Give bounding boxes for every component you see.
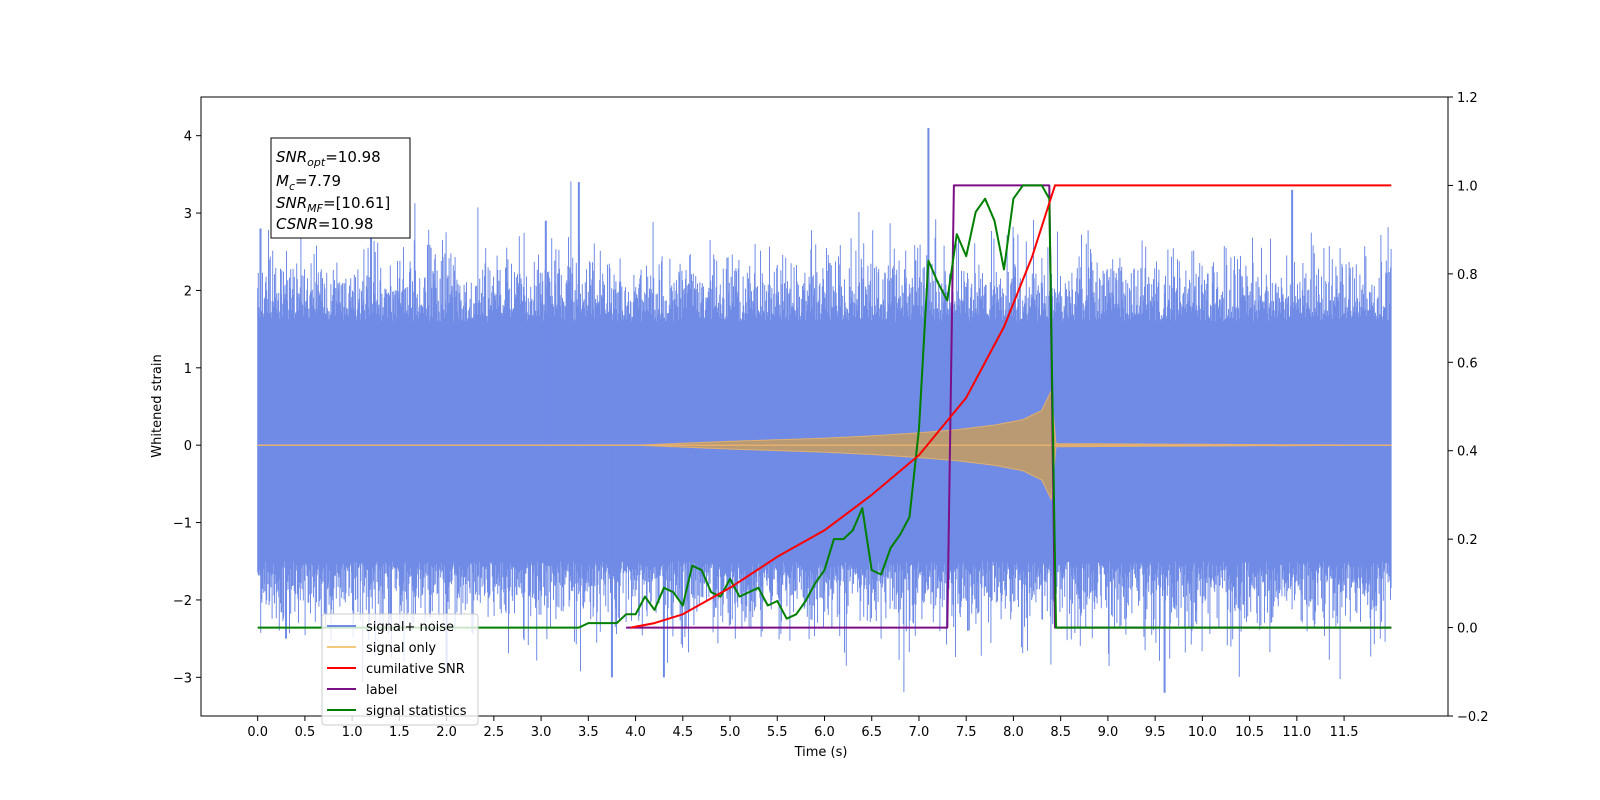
legend-label-cumulative-snr: cumilative SNR xyxy=(366,662,465,677)
x-tick-label: 7.0 xyxy=(909,725,930,740)
x-tick-label: 0.0 xyxy=(247,725,268,740)
x-tick-label: 2.5 xyxy=(484,725,505,740)
y2-tick-label: 0.6 xyxy=(1457,356,1478,371)
y2-tick-label: 1.0 xyxy=(1457,179,1478,194)
x-tick-label: 10.5 xyxy=(1235,725,1264,740)
x-tick-label: 7.5 xyxy=(956,725,977,740)
x-tick-label: 1.0 xyxy=(342,725,363,740)
x-tick-label: 6.5 xyxy=(861,725,882,740)
y-tick-label: −2 xyxy=(173,594,192,609)
y-tick-label: 4 xyxy=(184,130,192,145)
y-tick-label: 2 xyxy=(184,284,192,299)
legend-label-signal-statistics: signal statistics xyxy=(366,704,467,719)
csnr-annotation: CSNR=10.98 xyxy=(276,215,373,233)
x-tick-label: 1.5 xyxy=(389,725,410,740)
x-tick-label: 9.0 xyxy=(1098,725,1119,740)
x-tick-label: 11.5 xyxy=(1330,725,1359,740)
y2-axis-ticks: 1.2 1.0 0.8 0.6 0.4 0.2 0.0 −0.2 xyxy=(1448,91,1489,725)
x-tick-label: 5.0 xyxy=(720,725,741,740)
x-tick-label: 10.0 xyxy=(1188,725,1217,740)
y-tick-label: −3 xyxy=(173,671,192,686)
x-tick-label: 5.5 xyxy=(767,725,788,740)
snr-annotation-box: SNRopt=10.98 Mc=7.79 SNRMF=[10.61] CSNR=… xyxy=(270,137,411,239)
signal-only-series xyxy=(257,389,1392,502)
y-tick-label: −1 xyxy=(173,517,192,532)
y2-tick-label: 0.2 xyxy=(1457,533,1478,548)
snr-mf-annotation: SNRMF=[10.61] xyxy=(276,194,390,215)
y2-tick-label: 0.4 xyxy=(1457,445,1478,460)
legend: signal+ noise signal only cumilative SNR… xyxy=(321,613,479,726)
x-tick-label: 0.5 xyxy=(295,725,316,740)
x-tick-label: 9.5 xyxy=(1145,725,1166,740)
y-axis-ticks: 4 3 2 1 0 −1 −2 −3 xyxy=(173,130,201,686)
cumulative-snr-line xyxy=(630,184,1392,629)
y2-tick-label: 0.0 xyxy=(1457,622,1478,637)
x-axis-label: Time (s) xyxy=(794,745,848,760)
x-tick-label: 8.5 xyxy=(1050,725,1071,740)
y-tick-label: 1 xyxy=(184,362,192,377)
x-tick-label: 3.0 xyxy=(531,725,552,740)
x-axis-ticks: 0.0 0.5 1.0 1.5 2.0 2.5 3.0 3.5 4.0 4.5 5.0 5.5 6.0 6… xyxy=(247,716,1359,740)
x-tick-label: 4.5 xyxy=(672,725,693,740)
line-series-group xyxy=(257,184,1392,629)
legend-label-label: label xyxy=(366,683,397,698)
x-tick-label: 11.0 xyxy=(1282,725,1311,740)
mc-annotation: Mc=7.79 xyxy=(276,172,341,193)
x-tick-label: 8.0 xyxy=(1003,725,1024,740)
x-tick-label: 2.0 xyxy=(436,725,457,740)
legend-label-signal-noise: signal+ noise xyxy=(366,620,454,635)
x-tick-label: 3.5 xyxy=(578,725,599,740)
x-tick-label: 6.0 xyxy=(814,725,835,740)
y-tick-label: 3 xyxy=(184,207,192,222)
signal-statistics-line xyxy=(257,184,1392,629)
x-tick-label: 4.0 xyxy=(625,725,646,740)
signal-noise-series xyxy=(257,127,1392,693)
y2-tick-label: 0.8 xyxy=(1457,268,1478,283)
y2-tick-label: 1.2 xyxy=(1457,91,1478,106)
snr-opt-annotation: SNRopt=10.98 xyxy=(276,148,381,169)
y2-tick-label: −0.2 xyxy=(1457,710,1489,725)
y-tick-label: 0 xyxy=(184,439,192,454)
legend-label-signal-only: signal only xyxy=(366,641,436,656)
y-axis-label: Whitened strain xyxy=(150,354,165,457)
